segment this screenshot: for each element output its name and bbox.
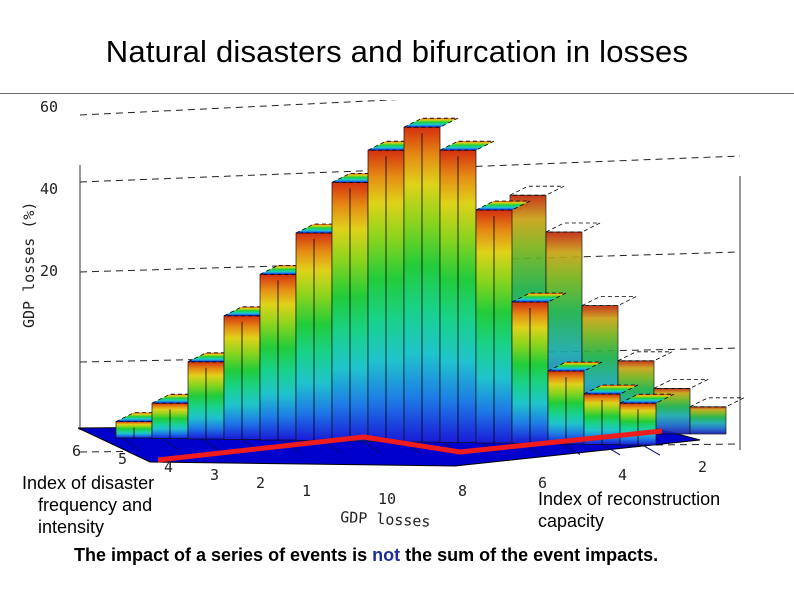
- front-bar-top: [403, 117, 459, 128]
- disaster-index-label: Index of disaster frequency and intensit…: [22, 472, 154, 538]
- disaster-index-line-3: intensity: [38, 517, 105, 537]
- bifurcation-line: [157, 428, 663, 463]
- reconstruction-index-line-1: Index of reconstruction: [538, 489, 721, 509]
- right-axis-tick-label: 8: [458, 482, 467, 500]
- back-bar-top: [617, 351, 673, 362]
- disaster-index-line-1: Index of disaster: [22, 473, 155, 493]
- bars: [115, 117, 745, 446]
- right-axis-tick-label: 4: [618, 466, 627, 484]
- reconstruction-index-line-2: capacity: [538, 511, 605, 531]
- footnote-end: the sum of the event impacts.: [400, 545, 659, 565]
- z-tick-label: 20: [40, 262, 58, 280]
- front-bar-top: [583, 384, 639, 395]
- z-tick-label: 60: [40, 100, 58, 116]
- left-axis-tick-label: 6: [72, 442, 81, 460]
- front-bar-top: [475, 200, 531, 211]
- back-bar-top: [581, 296, 637, 307]
- reconstruction-index-label: Index of reconstruction capacity: [538, 488, 720, 532]
- back-bar: [689, 406, 727, 435]
- front-bar-top: [511, 292, 567, 303]
- footnote: The impact of a series of events is not …: [74, 545, 658, 566]
- footnote-emphasis: not: [372, 545, 401, 565]
- floor-grid-line: [109, 429, 141, 451]
- z-tick-label: 40: [40, 180, 58, 198]
- front-bar-top: [439, 140, 495, 151]
- z-axis-label: GDP losses (%): [20, 202, 38, 328]
- bifurcation-polyline: [157, 428, 663, 463]
- disaster-index-line-2: frequency and: [38, 495, 153, 515]
- front-bar-top: [619, 393, 675, 404]
- left-axis-tick-label: 4: [164, 458, 173, 476]
- back-bar-top: [545, 222, 601, 233]
- title-divider: [0, 93, 794, 94]
- x-axis-label: GDP losses: [340, 508, 431, 531]
- right-axis-tick-label: 6: [538, 474, 547, 492]
- back-bar-top: [509, 185, 565, 196]
- front-bar-top: [547, 361, 603, 372]
- left-axis-tick-label: 2: [256, 474, 265, 492]
- slide-title: Natural disasters and bifurcation in los…: [105, 34, 689, 69]
- left-axis-tick-label: 1: [302, 482, 311, 500]
- footnote-start: The impact of a series of events is: [74, 545, 373, 565]
- left-axis-tick-label: 5: [118, 450, 127, 468]
- left-axis-tick-label: 3: [210, 466, 219, 484]
- gridline: [79, 100, 400, 116]
- right-axis-tick-label: 2: [698, 458, 707, 476]
- back-bar-top: [689, 397, 745, 408]
- bar3d-chart: 20 40 60 6 5 4 3 2 1 10 8 6 4 2 GDP losses (%) GDP lo…: [20, 100, 745, 531]
- back-bar-top: [653, 378, 709, 389]
- axis-ticks: 20 40 60 6 5 4 3 2 1 10 8 6 4 2: [40, 100, 707, 508]
- right-axis-tick-label: 10: [378, 490, 396, 508]
